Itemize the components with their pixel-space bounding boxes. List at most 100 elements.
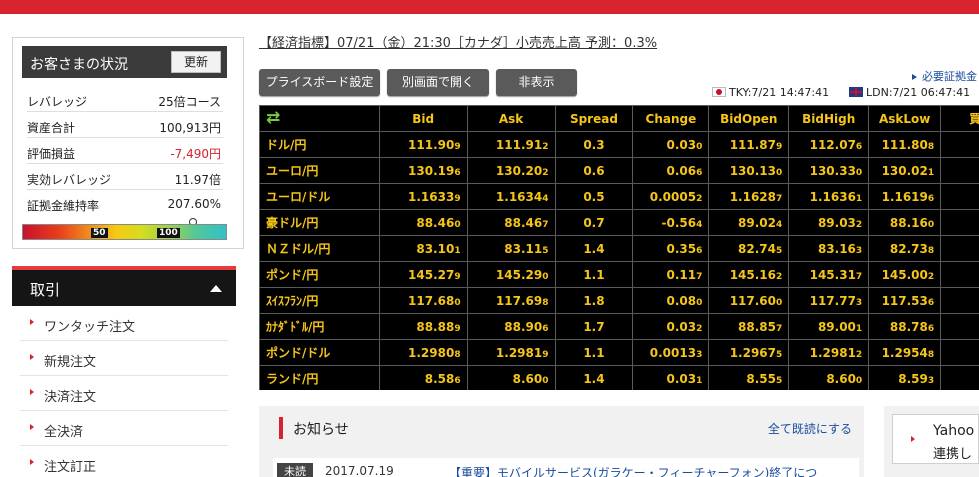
menu-item-new-order[interactable]: 新規注文 bbox=[20, 341, 228, 376]
bid-high: 112.076 bbox=[788, 131, 870, 158]
status-label: 実効レバレッジ bbox=[27, 173, 112, 187]
ask-low-main: 8.59 bbox=[898, 371, 928, 386]
bid-high-main: 117.77 bbox=[809, 293, 856, 308]
trade-menu-header[interactable]: 取引 bbox=[12, 270, 236, 306]
hide-button[interactable]: 非表示 bbox=[496, 69, 577, 96]
currency-pair[interactable]: ドル/円 bbox=[259, 131, 380, 158]
price-board-row[interactable]: 豪ドル/円 88.460 88.467 0.7 -0.564 89.024 89.032 88… bbox=[259, 209, 979, 236]
spread: 1.8 bbox=[554, 287, 634, 314]
price-board-row[interactable]: ｶﾅﾀﾞﾄﾞﾙ/円 88.889 88.906 1.7 0.032 88.857 89.00… bbox=[259, 313, 979, 340]
currency-pair[interactable]: ｶﾅﾀﾞﾄﾞﾙ/円 bbox=[259, 313, 380, 340]
arrow-right-icon bbox=[30, 319, 34, 325]
ask-price: 83.115 bbox=[466, 235, 556, 262]
currency-pair[interactable]: ランド/円 bbox=[259, 365, 380, 390]
bid-price-main: 111.90 bbox=[408, 137, 455, 152]
mark-all-read-link[interactable]: 全て既読にする bbox=[767, 422, 852, 436]
trade-menu-accent bbox=[12, 266, 236, 270]
ask-low-main: 117.53 bbox=[881, 293, 928, 308]
ask-price: 145.290 bbox=[466, 261, 556, 288]
menu-item-settle-all[interactable]: 全決済 bbox=[20, 411, 228, 446]
menu-item-one-touch-order[interactable]: ワンタッチ注文 bbox=[20, 306, 228, 341]
buy-swap bbox=[940, 287, 979, 314]
arrow-right-icon bbox=[30, 459, 34, 465]
price-board-settings-button[interactable]: プライスボード設定 bbox=[259, 69, 380, 96]
ask-low-pip: 1 bbox=[927, 167, 935, 178]
bid-price-pip: 1 bbox=[454, 245, 461, 256]
price-board-row[interactable]: ドル/円 111.909 111.912 0.3 0.030 111.879 112.076… bbox=[259, 131, 979, 158]
refresh-icon[interactable]: ⇄ bbox=[266, 108, 281, 128]
bid-price: 145.279 bbox=[378, 261, 468, 288]
ask-price: 130.202 bbox=[466, 157, 556, 184]
account-status-panel: お客さまの状況 更新 レバレッジ 25倍コース 資産合計 100,913円 評価… bbox=[12, 37, 244, 249]
spread: 1.7 bbox=[554, 313, 634, 340]
ask-low-pip: 6 bbox=[927, 297, 935, 308]
status-label: レバレッジ bbox=[27, 95, 88, 109]
ask-price-pip: 7 bbox=[542, 219, 549, 230]
notice-headline-link[interactable]: 【重要】モバイルサービス(ガラケー・フィーチャーフォン)終了につ bbox=[449, 466, 818, 477]
bid-high-main: 145.31 bbox=[809, 267, 856, 282]
menu-item-order-modify[interactable]: 注文訂正 bbox=[20, 446, 228, 477]
price-board-row[interactable]: ランド/円 8.586 8.600 1.4 0.031 8.555 8.600 8.593 bbox=[259, 365, 979, 390]
ask-low: 88.160 bbox=[868, 209, 942, 236]
price-board-row[interactable]: ポンド/ドル 1.29808 1.29819 1.1 0.00133 1.29675 1.2… bbox=[259, 339, 979, 366]
yahoo-link-button[interactable]: Yahoo 連携し bbox=[892, 414, 979, 464]
bid-open-pip: 7 bbox=[776, 323, 783, 334]
top-red-bar bbox=[0, 0, 979, 14]
spread: 0.7 bbox=[554, 209, 634, 236]
currency-pair[interactable]: ポンド/円 bbox=[259, 261, 380, 288]
header-buy-swap: 買S bbox=[940, 105, 979, 132]
price-board-refresh-cell[interactable]: ⇄ bbox=[259, 105, 380, 132]
account-status-header: お客さまの状況 更新 bbox=[22, 46, 227, 78]
ask-price-main: 117.69 bbox=[495, 293, 543, 308]
notice-item[interactable]: 未読 2017.07.19 【重要】モバイルサービス(ガラケー・フィーチャーフォ… bbox=[273, 458, 859, 477]
bid-high-pip: 1 bbox=[855, 323, 863, 334]
bid-price-main: 117.68 bbox=[408, 293, 455, 308]
bid-high: 89.001 bbox=[788, 313, 870, 340]
ask-low: 82.738 bbox=[868, 235, 942, 262]
ask-price: 88.906 bbox=[466, 313, 556, 340]
bid-high: 8.600 bbox=[788, 365, 870, 390]
bid-price-main: 145.27 bbox=[408, 267, 455, 282]
bid-price-pip: 9 bbox=[454, 193, 461, 204]
open-in-new-window-button[interactable]: 別画面で開く bbox=[387, 69, 489, 96]
header-change: Change bbox=[632, 105, 710, 132]
economic-indicator-ticker[interactable]: 【経済指標】07/21（金）21:30［カナダ］小売売上高 予測：0.3% bbox=[259, 36, 658, 51]
ask-price: 1.16344 bbox=[466, 183, 556, 210]
ask-price-main: 130.20 bbox=[495, 163, 543, 178]
refresh-button[interactable]: 更新 bbox=[171, 51, 221, 73]
bid-open-pip: 5 bbox=[776, 375, 783, 386]
bid-price-pip: 6 bbox=[454, 167, 461, 178]
required-margin-link[interactable]: 必要証拠金 bbox=[912, 68, 977, 84]
bid-open-pip: 5 bbox=[776, 245, 783, 256]
yahoo-link-line2: 連携し bbox=[933, 447, 973, 462]
bid-open-main: 8.55 bbox=[746, 371, 776, 386]
collapse-icon[interactable] bbox=[210, 285, 222, 292]
gauge-mark-100: 100 bbox=[157, 228, 180, 238]
bid-high-pip: 1 bbox=[855, 193, 863, 204]
change: 0.356 bbox=[632, 235, 710, 262]
currency-pair[interactable]: ポンド/ドル bbox=[259, 339, 380, 366]
spread: 1.4 bbox=[554, 235, 634, 262]
menu-item-settlement-order[interactable]: 決済注文 bbox=[20, 376, 228, 411]
price-board-row[interactable]: ＮＺドル/円 83.101 83.115 1.4 0.356 82.745 83.163 82… bbox=[259, 235, 979, 262]
trade-menu: 取引 ワンタッチ注文 新規注文 決済注文 全決済 注文訂正 bbox=[12, 266, 236, 477]
bid-high-pip: 3 bbox=[855, 245, 863, 256]
currency-pair[interactable]: ｽｲｽﾌﾗﾝ/円 bbox=[259, 287, 380, 314]
bid-high-main: 83.16 bbox=[817, 241, 856, 256]
price-board-row[interactable]: ユーロ/ドル 1.16339 1.16344 0.5 0.00052 1.16287 1.1… bbox=[259, 183, 979, 210]
currency-pair[interactable]: 豪ドル/円 bbox=[259, 209, 380, 236]
bid-price-pip: 9 bbox=[454, 323, 461, 334]
ask-low-main: 111.80 bbox=[881, 137, 928, 152]
price-board-row[interactable]: ユーロ/円 130.196 130.202 0.6 0.066 130.130 130.33… bbox=[259, 157, 979, 184]
currency-pair[interactable]: ユーロ/ドル bbox=[259, 183, 380, 210]
ask-low-pip: 8 bbox=[927, 141, 935, 152]
bid-high-main: 130.33 bbox=[809, 163, 856, 178]
currency-pair[interactable]: ＮＺドル/円 bbox=[259, 235, 380, 262]
ask-low: 130.021 bbox=[868, 157, 942, 184]
ask-price-pip: 8 bbox=[542, 297, 549, 308]
price-board-row[interactable]: ｽｲｽﾌﾗﾝ/円 117.680 117.698 1.8 0.080 117.600 117… bbox=[259, 287, 979, 314]
currency-pair[interactable]: ユーロ/円 bbox=[259, 157, 380, 184]
price-board-row[interactable]: ポンド/円 145.279 145.290 1.1 0.117 145.162 145.31… bbox=[259, 261, 979, 288]
uk-flag-icon bbox=[849, 87, 863, 97]
status-value: 100,913円 bbox=[159, 121, 221, 135]
